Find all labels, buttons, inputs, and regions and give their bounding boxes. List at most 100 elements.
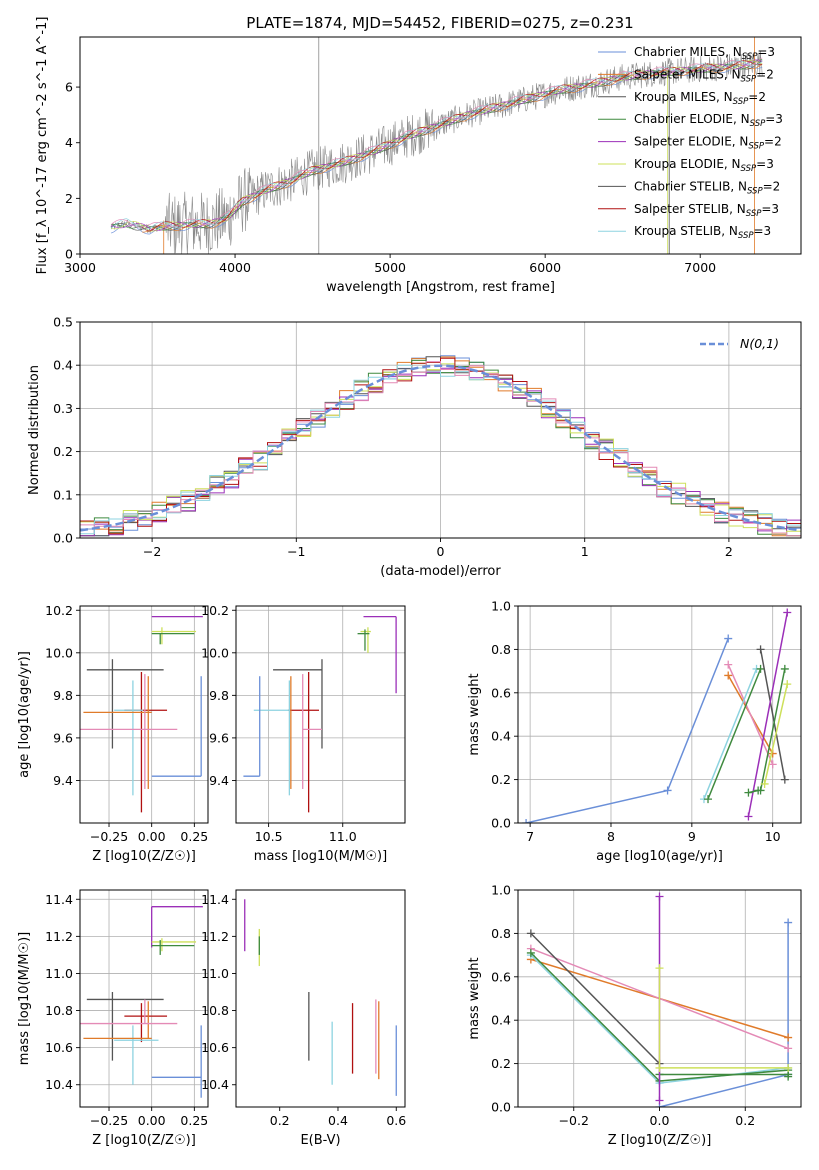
x-tick-label: 6000 xyxy=(529,260,561,275)
y-tick-label: 9.8 xyxy=(209,688,229,703)
legend-n-value: =3 xyxy=(754,224,772,238)
y-tick-label: 10.0 xyxy=(201,645,229,660)
y-tick-label: 0.6 xyxy=(491,685,511,700)
y-tick-label: 10.6 xyxy=(201,1040,229,1055)
y-tick-label: 10.0 xyxy=(45,645,73,660)
weight-marker xyxy=(724,660,733,669)
plot-content xyxy=(110,37,763,254)
x-tick-label: 5000 xyxy=(374,260,406,275)
legend-n-value: =2 xyxy=(748,90,766,104)
x-axis-label: age [log10(age/yr)] xyxy=(596,849,723,864)
x-tick-label: 1 xyxy=(581,544,589,559)
weight-series-line xyxy=(759,668,786,791)
weight-marker xyxy=(724,634,733,643)
axes-spectrum: 3000 4000 5000 6000 7000 0 2 4 6 wavelength [Angs… xyxy=(35,17,802,295)
y-tick-label: 1.0 xyxy=(491,883,511,898)
legend-n-value: =3 xyxy=(757,45,775,59)
y-tick-label: 9.6 xyxy=(53,730,73,745)
y-axis-label: age [log10(age/yr)] xyxy=(17,651,32,778)
y-tick-label: 4 xyxy=(65,135,73,150)
legend-label: Salpeter ELODIE, NSSP=2 xyxy=(634,135,782,152)
x-tick-label: 8 xyxy=(607,829,615,844)
y-tick-label: 1.0 xyxy=(491,599,511,614)
plot-content xyxy=(244,899,397,1096)
weight-marker xyxy=(744,788,753,797)
axes-frame xyxy=(235,889,406,1108)
legend-label: Kroupa STELIB, NSSP=3 xyxy=(634,224,771,241)
axes-mass_vs_Z: −0.25 0.00 0.25 10.4 10.6 10.8 11.0 11.2 11.4 Z [… xyxy=(17,889,209,1148)
x-tick-label: 11.0 xyxy=(329,829,357,844)
y-tick-label: 0.3 xyxy=(53,401,73,416)
y-tick-label: 0.6 xyxy=(491,969,511,984)
weight-series-line xyxy=(530,932,661,1065)
y-tick-label: 10.8 xyxy=(201,1003,229,1018)
x-axis-label: Z [log10(Z/Z☉)] xyxy=(608,1133,712,1148)
x-tick-label: −1 xyxy=(287,544,305,559)
y-tick-label: 0.0 xyxy=(491,1100,511,1115)
legend-label: Kroupa ELODIE, NSSP=3 xyxy=(634,157,774,174)
x-tick-label: −0.25 xyxy=(90,1113,128,1128)
y-tick-label: 2 xyxy=(65,191,73,206)
axes-frame xyxy=(235,605,406,824)
y-tick-label: 11.2 xyxy=(201,929,229,944)
legend-subscript: SSP xyxy=(741,164,757,174)
legend-n-value: =2 xyxy=(764,135,782,149)
weight-marker xyxy=(756,664,765,673)
x-tick-label: 0.0 xyxy=(650,1113,670,1128)
legend-n-value: =3 xyxy=(756,157,774,171)
legend-model-name: Salpeter STELIB, N xyxy=(634,202,746,216)
weight-series-line xyxy=(707,668,762,800)
legend-n-value: =2 xyxy=(763,179,781,193)
plots-layer: 3000 4000 5000 6000 7000 0 2 4 6 wavelength [Angs… xyxy=(17,17,802,1148)
weight-marker xyxy=(783,608,792,617)
axes-frame xyxy=(79,605,209,824)
x-tick-label: 0.4 xyxy=(328,1113,348,1128)
weight-marker xyxy=(663,786,672,795)
weight-marker xyxy=(783,680,792,689)
legend-subscript: SSP xyxy=(742,52,758,62)
weight-marker xyxy=(704,795,713,804)
weight-series-line xyxy=(703,668,758,800)
x-axis-label: mass [log10(M/M☉)] xyxy=(254,849,387,864)
spectrum-model-line xyxy=(110,63,763,235)
weight-marker xyxy=(655,964,664,973)
y-tick-label: 10.6 xyxy=(45,1040,73,1055)
x-tick-label: 10 xyxy=(765,829,781,844)
x-axis-label: Z [log10(Z/Z☉)] xyxy=(92,1133,196,1148)
y-tick-label: 0.5 xyxy=(53,315,73,330)
axes-residuals: −2 −1 0 1 2 0.0 0.1 0.2 0.3 0.4 0.5 (data-model)/er… xyxy=(27,315,802,579)
legend-n-value: =2 xyxy=(756,67,774,81)
plot-content xyxy=(80,615,203,813)
legend-subscript: SSP xyxy=(746,209,762,219)
legend-label: Salpeter MILES, NSSP=2 xyxy=(634,67,774,84)
weight-marker xyxy=(760,779,769,788)
x-axis-label: (data-model)/error xyxy=(380,564,501,579)
y-tick-label: 0.4 xyxy=(53,358,73,373)
x-tick-label: 0.00 xyxy=(138,1113,166,1128)
legend-subscript: SSP xyxy=(733,97,749,107)
axes-age_vs_mass: 10.5 11.0 9.4 9.6 9.8 10.0 10.2 mass [log10(M/M… xyxy=(201,603,406,864)
x-tick-label: 7000 xyxy=(684,260,716,275)
weight-marker xyxy=(754,786,763,795)
legend-subscript: SSP xyxy=(748,142,764,152)
y-axis-label: mass weight xyxy=(467,957,482,1039)
x-tick-label: 0.2 xyxy=(270,1113,290,1128)
y-tick-label: 11.0 xyxy=(201,966,229,981)
weight-marker xyxy=(780,775,789,784)
axes-frame xyxy=(79,889,209,1108)
y-tick-label: 11.4 xyxy=(201,892,229,907)
axes-mass_weight_vs_Z: −0.2 0.0 0.2 0.0 0.2 0.4 0.6 0.8 1.0 Z [log10(Z/Z… xyxy=(467,883,802,1148)
x-tick-label: 0.6 xyxy=(386,1113,406,1128)
legend-subscript: SSP xyxy=(750,119,766,129)
x-tick-label: 4000 xyxy=(219,260,251,275)
legend-subscript: SSP xyxy=(747,186,763,196)
y-tick-label: 9.4 xyxy=(53,773,73,788)
legend-label: Chabrier MILES, NSSP=3 xyxy=(634,45,775,62)
plot-content xyxy=(80,355,801,537)
y-tick-label: 10.8 xyxy=(45,1003,73,1018)
weight-marker xyxy=(756,645,765,654)
x-tick-label: 9 xyxy=(688,829,696,844)
legend-model-name: Salpeter MILES, N xyxy=(634,67,741,81)
y-tick-label: 10.4 xyxy=(45,1077,73,1092)
weight-marker xyxy=(522,819,531,823)
